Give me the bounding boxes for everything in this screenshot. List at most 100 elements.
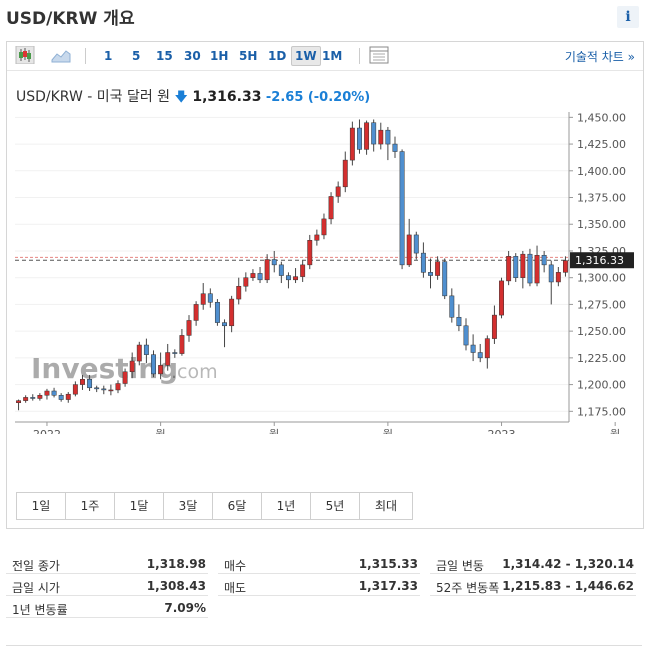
candle-body [122, 371, 128, 384]
x-tick-label: 월 [269, 428, 279, 434]
range-button[interactable]: 1달 [115, 493, 164, 519]
instrument-name: USD/KRW - 미국 달러 원 [16, 89, 171, 105]
candle-body [129, 360, 135, 373]
candle-body [399, 151, 405, 266]
period-button-15[interactable]: 15 [156, 49, 173, 63]
range-button[interactable]: 1일 [17, 493, 66, 519]
y-tick-label: 1,300.00 [577, 272, 626, 285]
candle-body [16, 400, 22, 404]
watermark-suffix: .com [171, 361, 218, 383]
candle-body [257, 273, 263, 281]
candle-body [562, 260, 568, 273]
candle-body [58, 395, 64, 400]
candle-body [506, 256, 512, 282]
candle-body [428, 272, 433, 276]
candle-body [80, 378, 85, 385]
y-tick-label: 1,225.00 [577, 352, 626, 365]
technical-chart-link[interactable]: 기술적 차트 » [564, 50, 635, 64]
range-button[interactable]: 최대 [360, 493, 412, 519]
candle-body [420, 252, 426, 273]
stat-value: 7.09% [164, 601, 206, 615]
area-chart-icon[interactable] [51, 46, 71, 64]
candle-body [392, 143, 398, 152]
stat-row: 1년 변동률 7.09% [6, 597, 208, 618]
candlestick-icon[interactable] [15, 46, 35, 64]
stat-label: 전일 종가 [12, 559, 60, 573]
stat-value: 1,308.43 [146, 579, 206, 593]
candle-body [214, 302, 220, 323]
range-button[interactable]: 5년 [311, 493, 360, 519]
arrow-down-icon: 🡇 [174, 90, 188, 105]
candle-body [151, 354, 156, 375]
candle-body [300, 264, 306, 277]
y-tick-label: 1,250.00 [577, 325, 626, 338]
candle-body [44, 390, 50, 396]
candle-body [65, 393, 71, 400]
y-tick-label: 1,375.00 [577, 192, 626, 205]
y-tick-label: 1,350.00 [577, 218, 626, 231]
y-tick-label: 1,450.00 [577, 112, 626, 124]
candle-body [463, 325, 469, 346]
candle-body [385, 129, 391, 145]
candle-body [37, 395, 43, 399]
stat-value: 1,314.42 - 1,320.14 [502, 557, 634, 571]
price-change: -2.65 [265, 90, 304, 105]
range-button[interactable]: 1주 [66, 493, 115, 519]
candle-body [548, 264, 554, 283]
candle-body [229, 298, 235, 327]
price-tag [570, 252, 634, 269]
candle-body [193, 304, 199, 321]
stat-label: 1년 변동률 [12, 603, 68, 617]
range-button[interactable]: 6달 [213, 493, 262, 519]
candle-body [527, 253, 533, 284]
period-button-1w[interactable]: 1W [291, 46, 321, 66]
chart-toolbar: 1 5 15 30 1H 5H 1D 1W 1M 기술적 차트 » [7, 42, 643, 71]
table-icon[interactable] [369, 46, 389, 64]
period-button-1[interactable]: 1 [104, 49, 113, 63]
range-button[interactable]: 1년 [262, 493, 311, 519]
toolbar-divider [85, 48, 86, 64]
candle-body [541, 254, 547, 266]
y-tick-label: 1,200.00 [577, 379, 626, 392]
price-chart[interactable]: 1,450.00 1,425.00 1,400.00 1,375.00 1,350.00… [7, 112, 643, 434]
period-button-1h[interactable]: 1H [210, 49, 229, 63]
stat-row: 매수 1,315.33 [218, 553, 420, 574]
range-button[interactable]: 3달 [164, 493, 213, 519]
period-button-1d[interactable]: 1D [268, 49, 287, 63]
candle-body [413, 234, 419, 254]
candle-body [534, 254, 540, 284]
candle-body [285, 275, 291, 281]
stat-label: 매수 [224, 559, 247, 573]
stat-row: 금일 시가 1,308.43 [6, 575, 208, 596]
candle-body [271, 259, 277, 266]
stat-value: 1,315.33 [358, 557, 418, 571]
y-tick-label: 1,175.00 [577, 405, 626, 418]
candle-body [87, 378, 93, 389]
candle-body [520, 253, 526, 278]
period-button-5[interactable]: 5 [132, 49, 141, 63]
candle-body [371, 122, 377, 145]
stat-row: 전일 종가 1,318.98 [6, 553, 208, 574]
chart-panel: 1 5 15 30 1H 5H 1D 1W 1M 기술적 차트 » USD/KRW - 미국 달… [6, 41, 644, 529]
candle-body [406, 234, 412, 266]
watermark-brand: Investing [31, 352, 178, 385]
candle-body [364, 122, 370, 150]
period-button-5h[interactable]: 5H [239, 49, 258, 63]
candle-body [165, 352, 171, 366]
candle-body [321, 218, 327, 236]
candle-body [349, 127, 355, 161]
candle-body [555, 272, 561, 283]
period-button-30[interactable]: 30 [184, 49, 201, 63]
quote-line: USD/KRW - 미국 달러 원 🡇 1,316.33 -2.65 (-0.2… [16, 86, 370, 110]
candle-body [243, 277, 249, 287]
info-icon[interactable]: i [617, 6, 639, 28]
candle-body [278, 264, 284, 276]
stat-label: 매도 [224, 581, 247, 595]
stat-value: 1,318.98 [146, 557, 206, 571]
period-button-1m[interactable]: 1M [322, 49, 343, 63]
candle-body [94, 387, 100, 390]
candle-body [108, 389, 114, 392]
candle-body [222, 322, 227, 327]
candle-body [236, 285, 242, 300]
toolbar-divider [359, 48, 360, 64]
